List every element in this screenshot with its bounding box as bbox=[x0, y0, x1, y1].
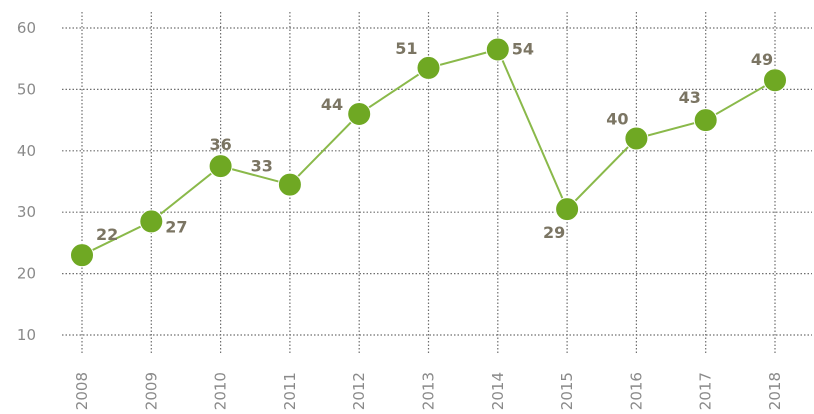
y-tick-label: 10 bbox=[17, 326, 36, 344]
y-tick-label: 40 bbox=[17, 142, 36, 160]
x-tick-label: 2009 bbox=[142, 372, 160, 410]
data-label: 29 bbox=[543, 223, 565, 242]
x-axis-ticks: 2008 2009 2010 2011 2012 2013 2014 2015 2016 2017… bbox=[73, 372, 784, 410]
data-point bbox=[624, 126, 649, 151]
data-label: 54 bbox=[512, 39, 534, 58]
series bbox=[70, 37, 787, 268]
data-point bbox=[485, 37, 510, 62]
x-tick-label: 2017 bbox=[697, 372, 715, 410]
data-point bbox=[763, 68, 787, 93]
x-tick-label: 2014 bbox=[489, 372, 507, 410]
y-axis-ticks: 10 20 30 40 50 60 bbox=[17, 19, 36, 344]
x-tick-label: 2011 bbox=[281, 372, 299, 410]
data-label: 22 bbox=[96, 225, 118, 244]
data-point bbox=[208, 154, 233, 179]
x-tick-label: 2018 bbox=[766, 372, 784, 410]
y-tick-label: 50 bbox=[17, 80, 36, 98]
x-tick-label: 2016 bbox=[627, 372, 645, 410]
x-tick-label: 2015 bbox=[558, 372, 576, 410]
data-label: 40 bbox=[606, 110, 628, 129]
data-point bbox=[693, 108, 718, 133]
data-label: 49 bbox=[751, 50, 773, 69]
data-label: 44 bbox=[321, 95, 343, 114]
data-point bbox=[416, 55, 441, 80]
x-tick-label: 2010 bbox=[212, 372, 230, 410]
data-point bbox=[555, 197, 580, 222]
x-tick-label: 2012 bbox=[350, 372, 368, 410]
data-point bbox=[347, 101, 372, 126]
data-label: 51 bbox=[395, 39, 417, 58]
data-point bbox=[70, 243, 94, 268]
data-label: 27 bbox=[165, 217, 187, 236]
data-labels: 22 27 36 33 44 51 54 29 40 43 49 bbox=[96, 39, 773, 244]
data-point bbox=[277, 172, 302, 197]
data-label: 43 bbox=[679, 88, 701, 107]
x-tick-label: 2013 bbox=[420, 372, 438, 410]
data-label: 33 bbox=[251, 157, 273, 176]
y-tick-label: 60 bbox=[17, 19, 36, 37]
y-tick-label: 20 bbox=[17, 265, 36, 283]
x-tick-label: 2008 bbox=[73, 372, 91, 410]
y-tick-label: 30 bbox=[17, 203, 36, 221]
data-label: 36 bbox=[209, 135, 231, 154]
data-point bbox=[139, 209, 164, 234]
